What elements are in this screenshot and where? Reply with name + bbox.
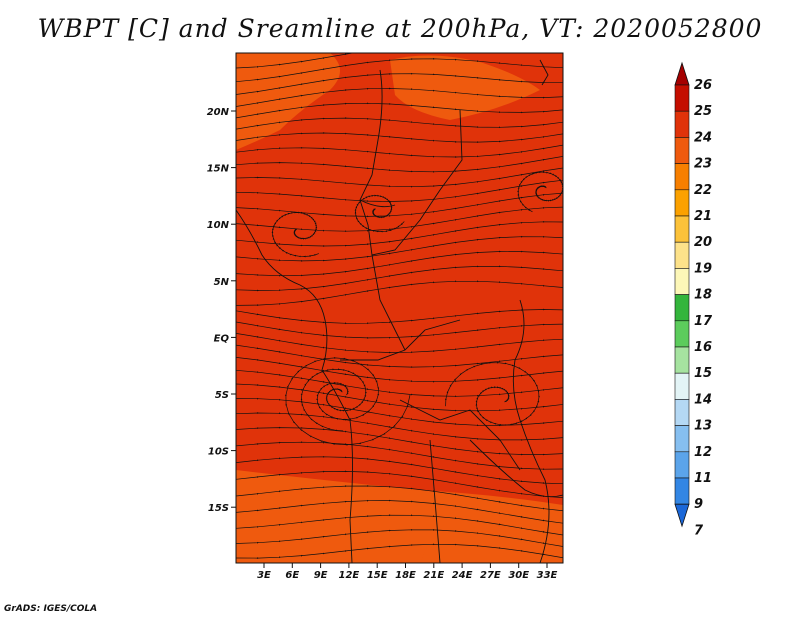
lat-tick-label: 10N (207, 220, 230, 231)
lat-tick-label: EQ (214, 333, 230, 344)
colorbar-bottom-triangle (674, 503, 690, 528)
streamline (236, 102, 563, 119)
colorbar-label: 20 (694, 235, 712, 250)
colorbar-label: 17 (694, 314, 713, 329)
lat-tick-label: 15S (208, 503, 229, 514)
colorbar: 26 25 24 23 22 21 20 19 18 17 16 15 14 13 12 11 9 7 (674, 61, 713, 538)
colorbar-label: 19 (694, 261, 712, 276)
colorbar-label: 23 (694, 157, 712, 172)
streamline (517, 171, 563, 213)
streamline (236, 514, 563, 536)
colorbar-swatch (674, 477, 690, 505)
colorbar-label: 9 (694, 497, 703, 512)
lat-tick-label: 20N (207, 107, 230, 118)
lat-tick-label: 5S (215, 390, 229, 401)
colorbar-label: 18 (694, 288, 712, 303)
streamline (444, 361, 540, 426)
streamline (236, 280, 563, 307)
colorbar-top-triangle (674, 61, 690, 86)
colorbar-label: 12 (694, 445, 712, 460)
lon-tick-label: 12E (339, 570, 360, 581)
lat-tick-label: 5N (214, 277, 230, 288)
colorbar-label: 15 (694, 366, 712, 381)
lon-tick-label: 3E (257, 570, 271, 581)
lat-tick-label: 10S (208, 447, 229, 458)
streamline (236, 308, 563, 325)
streamline (236, 72, 563, 95)
colorbar-label: 11 (694, 471, 712, 486)
lon-tick-label: 9E (314, 570, 328, 581)
colorbar-label: 7 (694, 523, 704, 538)
colorbar-swatch (674, 451, 690, 479)
lon-tick-label: 33E (537, 570, 558, 581)
streamline (271, 211, 320, 258)
colorbar-label: 13 (694, 419, 712, 434)
streamline (236, 132, 563, 144)
colorbar-swatch (674, 320, 690, 348)
colorbar-swatch (674, 399, 690, 426)
lon-tick-label: 24E (452, 570, 473, 581)
longitude-axis: 3E 6E 9E 12E 15E 18E 21E 24E 27E 30E 33E (257, 563, 558, 581)
lon-tick-label: 27E (480, 570, 501, 581)
lon-tick-label: 30E (508, 570, 529, 581)
colorbar-label: 26 (694, 78, 712, 93)
streamline (236, 87, 563, 107)
lon-tick-label: 21E (423, 570, 444, 581)
colorbar-swatch (674, 268, 690, 295)
colorbar-swatch (674, 163, 690, 191)
lat-tick-label: 15N (207, 164, 230, 175)
colorbar-swatch (674, 84, 690, 112)
colorbar-label: 22 (694, 183, 712, 198)
colorbar-swatch (674, 137, 690, 164)
credit-label: GrADS: IGES/COLA (4, 604, 98, 614)
colorbar-swatch (674, 110, 690, 138)
colorbar-label: 16 (694, 340, 712, 355)
colorbar-label: 25 (694, 104, 712, 119)
colorbar-swatch (674, 372, 690, 400)
chart-title: WBPT [C] and Sreamline at 200hPa, VT: 20… (37, 14, 763, 43)
colorbar-swatch (674, 189, 690, 217)
lon-tick-label: 6E (285, 570, 299, 581)
streamline (236, 528, 563, 547)
colorbar-label: 21 (694, 209, 712, 224)
colorbar-swatch (674, 215, 690, 243)
colorbar-swatch (674, 294, 690, 322)
streamline (236, 117, 563, 130)
colorbar-swatch (674, 425, 690, 453)
streamline (354, 194, 405, 233)
lon-tick-label: 18E (395, 570, 416, 581)
colorbar-label: 24 (694, 130, 712, 145)
streamline (300, 368, 367, 432)
streamlines (236, 53, 563, 560)
streamline (236, 543, 563, 560)
colorbar-label: 14 (694, 392, 712, 407)
colorbar-swatch (674, 241, 690, 269)
colorbar-swatch (674, 346, 690, 374)
streamline (236, 144, 563, 158)
wbpt-field (236, 53, 563, 563)
map-frame (235, 52, 564, 564)
lon-tick-label: 15E (367, 570, 388, 581)
latitude-axis: 20N 15N 10N 5N EQ 5S 10S 15S (207, 107, 236, 514)
